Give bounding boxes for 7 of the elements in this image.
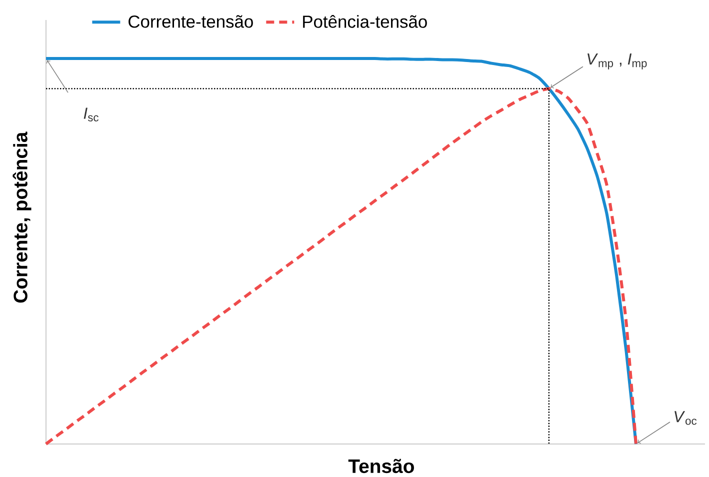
annotation: V$_{mp}$ , I$_{mp}$ — [588, 54, 647, 70]
text: V$_{oc}$ — [674, 411, 697, 425]
legend-label: Potência-tensão — [303, 15, 427, 28]
x-axis-title: Tensão — [348, 458, 414, 474]
y-axis-title: Corrente, potência — [12, 132, 32, 303]
legend-label: Corrente-tensão — [128, 15, 253, 28]
annotation: I$_{sc}$ — [84, 108, 98, 122]
